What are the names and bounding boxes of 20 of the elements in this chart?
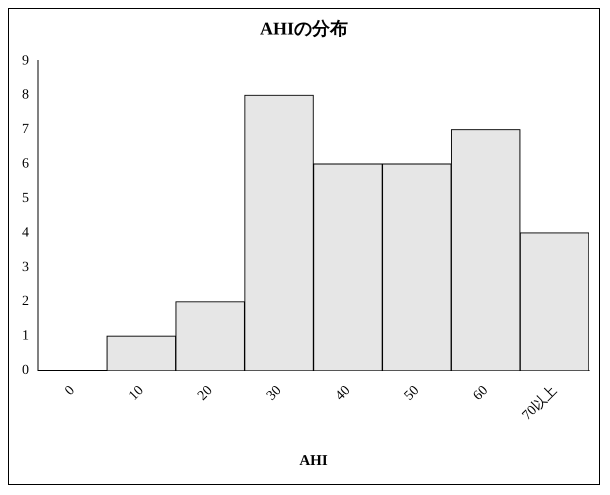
y-tick-label: 2 [22,294,29,310]
y-tick-label: 7 [22,122,29,138]
x-tick-label: 30 [264,383,284,404]
x-tick-label: 70以上 [518,382,560,424]
y-tick-label: 1 [22,328,29,344]
y-tick-label: 6 [22,156,29,172]
x-tick-label: 20 [195,383,216,404]
x-tick-label: 40 [332,383,354,404]
y-tick-label: 8 [22,88,29,103]
y-tick-label: 0 [22,363,29,378]
x-tick-label: 10 [126,383,147,404]
y-tick-label: 4 [22,225,29,240]
y-tick-label: 9 [22,53,29,68]
x-tick-label: 0 [62,383,78,399]
x-axis-title: AHI [299,452,328,469]
x-tick-label: 50 [402,383,422,404]
x-tick-label: 60 [470,383,492,404]
chart-title: AHIの分布 [260,18,348,38]
y-tick-label: 3 [22,260,29,275]
y-tick-label: 5 [22,190,29,206]
